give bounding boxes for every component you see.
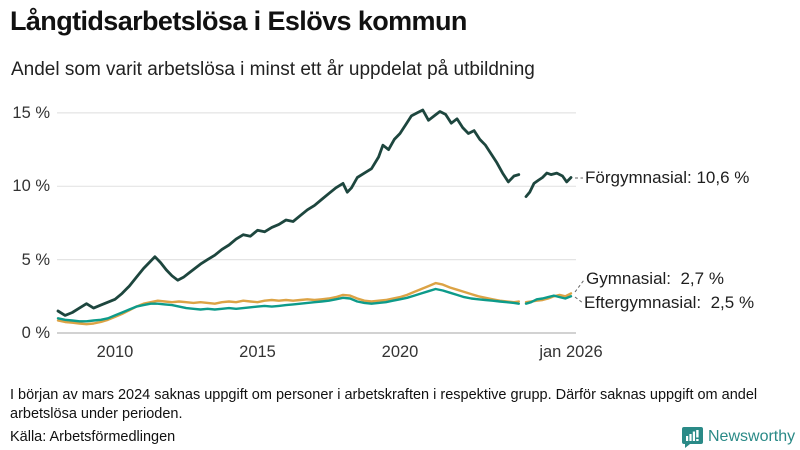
newsworthy-logo-text: Newsworthy <box>708 428 796 445</box>
gridlines <box>57 112 576 334</box>
connector-eftergymnasial <box>574 296 584 304</box>
series-label-gymnasial: Gymnasial: 2,7 % <box>586 269 724 288</box>
newsworthy-logo[interactable]: Newsworthy <box>682 426 795 448</box>
newsworthy-speech-bubble-bar-chart-icon <box>682 427 703 448</box>
footnote: I början av mars 2024 saknas uppgift om … <box>10 387 758 422</box>
y-tick-label: 15 % <box>12 103 50 122</box>
x-tick-label: 2015 <box>239 343 276 361</box>
series-line-eftergymnasial <box>524 294 573 305</box>
y-tick-label: 0 % <box>21 324 50 342</box>
x-tick-label: 2010 <box>96 343 134 361</box>
series-label-forgymnasial: Förgymnasial: 10,6 % <box>585 168 750 187</box>
source-line: Källa: Arbetsförmedlingen <box>10 429 176 445</box>
series-line-forgymnasial <box>56 108 521 317</box>
x-tick-label: jan 2026 <box>539 343 603 361</box>
series-line-eftergymnasial <box>56 287 520 323</box>
chart-subtitle: Andel som varit arbetslösa i minst ett å… <box>11 59 535 80</box>
x-tick-label: 2020 <box>381 343 419 361</box>
series-line-forgymnasial <box>524 171 573 199</box>
y-tick-label: 5 % <box>21 250 50 269</box>
label-connectors <box>574 177 585 304</box>
page-title: Långtidsarbetslösa i Eslövs kommun <box>10 6 467 36</box>
series-line-gymnasial <box>56 281 520 326</box>
series-line-gymnasial <box>524 292 573 304</box>
connector-gymnasial <box>574 279 585 293</box>
y-tick-label: 10 % <box>12 177 50 196</box>
series-lines <box>56 108 573 326</box>
series-label-eftergymnasial: Eftergymnasial: 2,5 % <box>584 293 755 312</box>
